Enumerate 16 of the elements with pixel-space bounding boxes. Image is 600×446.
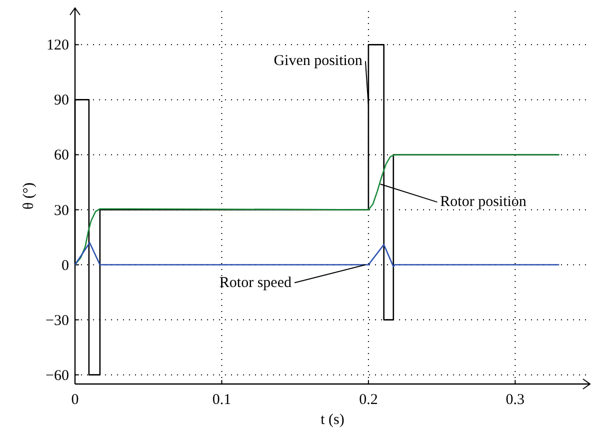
y-tick-label: −30 bbox=[46, 312, 69, 329]
y-tick-label: 0 bbox=[62, 258, 69, 274]
annotation: Rotor speed bbox=[219, 274, 292, 291]
y-tick-label: 30 bbox=[54, 202, 69, 219]
x-tick-label: 0.2 bbox=[359, 392, 378, 408]
y-tick-label: 120 bbox=[46, 38, 69, 54]
x-tick-label: 0.3 bbox=[506, 392, 525, 408]
y-tick-label: 60 bbox=[54, 148, 69, 164]
x-tick-label: 0.1 bbox=[212, 392, 232, 408]
annotation: Rotor position bbox=[440, 194, 527, 210]
x-tick-label: 0 bbox=[71, 392, 79, 408]
y-axis-title: θ (°) bbox=[21, 182, 37, 210]
annotation: Given position bbox=[274, 53, 363, 70]
x-axis-title: t (s) bbox=[320, 412, 344, 428]
y-tick-label: −60 bbox=[46, 368, 69, 384]
y-tick-label: 90 bbox=[54, 92, 69, 109]
